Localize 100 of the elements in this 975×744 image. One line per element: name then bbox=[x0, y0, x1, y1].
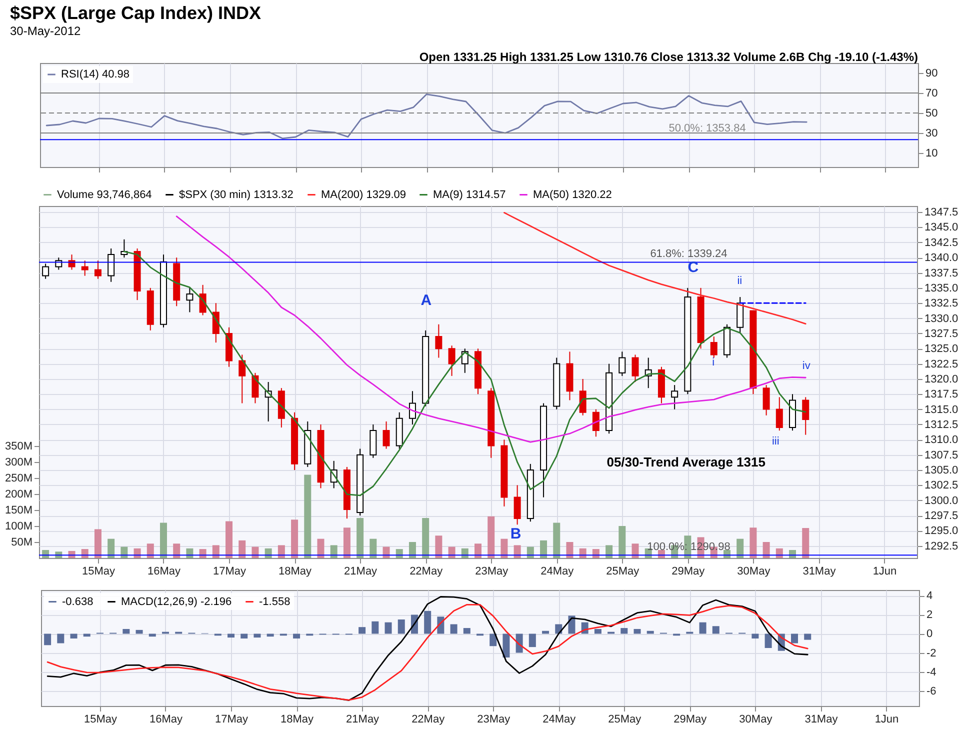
y-tick-label: 1292.5 bbox=[924, 540, 958, 552]
candlestick bbox=[42, 263, 50, 280]
annotation: iv bbox=[802, 360, 811, 372]
bar bbox=[304, 474, 312, 558]
bar bbox=[57, 634, 64, 644]
x-tick-label: 1Jun bbox=[874, 714, 899, 726]
y2-tick-label: 300M bbox=[4, 456, 32, 468]
y2-tick-label: 350M bbox=[4, 440, 32, 452]
bar bbox=[148, 634, 156, 637]
y-tick-label: 1317.5 bbox=[924, 388, 958, 401]
x-tick-label: 25May bbox=[606, 566, 640, 578]
y-tick-label: 50 bbox=[926, 108, 938, 120]
bar bbox=[500, 538, 508, 558]
y-tick-label: 0 bbox=[926, 628, 933, 640]
bar bbox=[791, 634, 798, 644]
bar bbox=[632, 544, 639, 558]
y-tick-label: 90 bbox=[926, 68, 938, 80]
bar bbox=[634, 628, 641, 634]
y-tick-label: 10 bbox=[926, 148, 938, 160]
y-tick-label: 1340.0 bbox=[924, 252, 958, 264]
line-series bbox=[46, 94, 808, 140]
ref-line-label: 61.8%: 1339.24 bbox=[650, 248, 728, 260]
legend-label: MACD(12,26,9) -2.196 bbox=[121, 596, 232, 608]
x-tick-label: 24May bbox=[542, 714, 576, 726]
bar bbox=[752, 634, 759, 638]
bar bbox=[398, 619, 405, 634]
bar bbox=[450, 624, 458, 634]
bar bbox=[620, 628, 628, 634]
y2-tick-label: 50M bbox=[11, 536, 32, 548]
y-tick-label: 1310.0 bbox=[924, 434, 958, 446]
candlestick bbox=[382, 420, 390, 450]
x-tick-label: 16May bbox=[149, 714, 183, 726]
candlestick bbox=[618, 351, 626, 376]
x-tick-label: 29May bbox=[674, 714, 708, 726]
candlestick bbox=[592, 408, 600, 438]
annotation: 05/30-Trend Average 1315 bbox=[606, 454, 766, 470]
bar bbox=[238, 540, 246, 558]
line-series bbox=[504, 212, 806, 324]
x-tick-label: 29May bbox=[672, 566, 706, 578]
x-tick-label: 16May bbox=[147, 566, 181, 578]
x-tick-label: 17May bbox=[215, 714, 249, 726]
candlestick bbox=[81, 260, 88, 276]
y-tick-label: 1325.0 bbox=[924, 343, 958, 356]
candlestick bbox=[212, 302, 220, 344]
bar bbox=[122, 628, 130, 634]
y-tick-label: 1295.0 bbox=[924, 525, 958, 538]
y-tick-label: -4 bbox=[926, 666, 936, 678]
y2-tick-label: 100M bbox=[4, 520, 32, 532]
legend-label: MA(9) 1314.57 bbox=[433, 188, 506, 201]
bar bbox=[566, 542, 574, 558]
annotation: i bbox=[712, 356, 715, 368]
y-tick-label: 1345.0 bbox=[924, 222, 958, 234]
candlestick bbox=[108, 248, 115, 282]
bar bbox=[736, 538, 744, 558]
bar bbox=[266, 634, 274, 637]
bar bbox=[618, 526, 626, 558]
y-tick-label: 30 bbox=[926, 128, 938, 140]
candlestick bbox=[252, 372, 259, 404]
candlestick bbox=[186, 287, 194, 313]
bar bbox=[370, 538, 377, 558]
candlestick bbox=[671, 384, 678, 410]
bar bbox=[488, 516, 495, 558]
y-tick-label: 1335.0 bbox=[924, 282, 958, 294]
candlestick bbox=[94, 260, 102, 280]
bar bbox=[254, 634, 261, 638]
x-tick-label: 15May bbox=[84, 714, 118, 726]
x-tick-label: 17May bbox=[213, 566, 247, 578]
x-tick-label: 22May bbox=[410, 566, 444, 578]
y-tick-label: 1332.5 bbox=[924, 298, 958, 310]
x-tick-label: 18May bbox=[278, 566, 312, 578]
y-tick-label: 1307.5 bbox=[924, 449, 958, 462]
chart-title: $SPX (Large Cap Index) INDX bbox=[10, 2, 262, 23]
x-tick-label: 23May bbox=[475, 566, 509, 578]
bar bbox=[228, 634, 235, 638]
y-tick-label: 4 bbox=[926, 590, 933, 602]
bar bbox=[384, 622, 392, 634]
y-tick-label: 1327.5 bbox=[924, 328, 958, 340]
legend-label: -1.558 bbox=[259, 596, 290, 608]
bar bbox=[212, 545, 220, 558]
bar bbox=[553, 522, 560, 558]
y2-tick-label: 150M bbox=[4, 504, 32, 516]
bar bbox=[108, 538, 115, 558]
legend-label: RSI(14) 40.98 bbox=[61, 68, 130, 80]
legend-label: Volume 93,746,864 bbox=[57, 188, 152, 201]
y-tick-label: 70 bbox=[926, 88, 938, 100]
bar bbox=[606, 545, 613, 558]
x-tick-label: 25May bbox=[608, 714, 642, 726]
candlestick bbox=[238, 354, 246, 404]
annotation: Open 1331.25 High 1331.25 Low 1310.76 Close 1313.32 Volume 2.6B Chg -19.10 (-1.43%) bbox=[419, 50, 918, 64]
bar bbox=[474, 544, 482, 558]
bar bbox=[44, 634, 52, 646]
bar bbox=[804, 634, 812, 640]
y-tick-label: 1322.5 bbox=[924, 358, 958, 370]
bar bbox=[240, 634, 248, 638]
bar bbox=[343, 528, 350, 558]
annotation: iii bbox=[772, 435, 780, 448]
x-tick-label: 1Jun bbox=[872, 566, 897, 578]
y-tick-label: 1347.5 bbox=[924, 206, 958, 219]
bar bbox=[317, 538, 324, 558]
x-tick-label: 24May bbox=[540, 566, 574, 578]
